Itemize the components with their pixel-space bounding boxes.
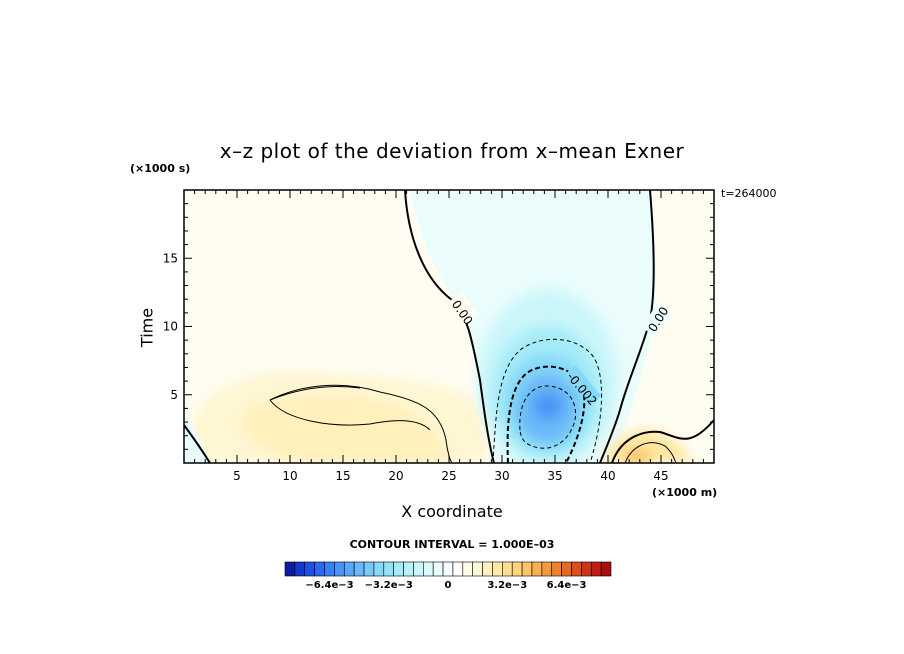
colorbar-swatch: [442, 561, 454, 577]
colorbar-swatch: [294, 561, 306, 577]
colorbar-swatch: [462, 561, 473, 577]
x-tick-label: 10: [282, 469, 297, 483]
colorbar-tick-label: −6.4e−3: [305, 580, 353, 591]
colorbar-swatch: [492, 561, 503, 577]
colorbar-swatch: [472, 561, 483, 577]
colorbar-swatch: [373, 561, 385, 577]
zero-contour-right: [599, 190, 655, 463]
x-tick-label: 20: [388, 469, 403, 483]
chart-title: x–z plot of the deviation from x–mean Ex…: [219, 139, 685, 163]
shaded-field: [184, 190, 714, 463]
colorbar-swatch: [531, 561, 543, 577]
y-axis-label: Time: [137, 307, 157, 348]
positive-contour-ring: [269, 386, 361, 401]
x-tick-label: 15: [335, 469, 350, 483]
timestamp-label: t=264000: [721, 187, 777, 200]
contour-lines: [184, 190, 714, 463]
colorbar-swatch: [343, 561, 355, 577]
colorbar-tick-label: −3.2e−3: [365, 580, 413, 591]
x-tick-label: 40: [600, 469, 615, 483]
y-tick-label: 10: [163, 320, 178, 334]
x-tick-label: 45: [653, 469, 668, 483]
colorbar-swatch: [353, 561, 365, 577]
colorbar-swatch: [334, 561, 345, 577]
colorbar-swatch: [423, 561, 434, 577]
positive-contour: [269, 384, 453, 463]
colorbar-swatch: [284, 561, 296, 577]
colorbar-swatch: [511, 561, 523, 577]
contour-label-group: [449, 291, 671, 405]
colorbar-swatch: [403, 561, 414, 577]
colorbar-tick-label: 6.4e−3: [547, 580, 587, 591]
y-tick-label: 5: [170, 388, 178, 402]
x-tick-label: 35: [547, 469, 562, 483]
colorbar-swatch: [304, 561, 315, 577]
colorbar: −6.4e−3 −3.2e−3 0 3.2e−3 6.4e−3: [284, 561, 612, 591]
contour-interval-label: CONTOUR INTERVAL = 1.000E–03: [349, 538, 555, 551]
colorbar-tick-label: 3.2e−3: [487, 580, 527, 591]
colorbar-swatch: [590, 561, 602, 577]
colorbar-swatch: [482, 561, 493, 577]
negative-contour-3: [519, 385, 577, 449]
x-axis-label: X coordinate: [401, 502, 503, 521]
axis-ticks: 5 10 15 20 25 30 35 40 45 5 10 15: [163, 190, 714, 483]
colorbar-swatch: [561, 561, 572, 577]
zero-contour-left: [404, 190, 495, 463]
x-tick-label: 25: [441, 469, 456, 483]
colorbar-swatch: [600, 561, 612, 577]
positive-contour-right: [624, 442, 677, 463]
colorbar-swatch: [383, 561, 394, 577]
y-axis-unit: (×1000 s): [130, 162, 191, 175]
colorbar-swatch: [314, 561, 325, 577]
colorbar-swatch: [452, 561, 464, 577]
x-axis-unit: (×1000 m): [652, 486, 718, 499]
colorbar-swatch: [571, 561, 582, 577]
colorbar-tick-label: 0: [445, 580, 452, 591]
x-tick-label: 5: [233, 469, 241, 483]
colorbar-swatch: [502, 561, 513, 577]
colorbar-swatch: [363, 561, 375, 577]
colorbar-swatch: [581, 561, 592, 577]
colorbar-swatch: [413, 561, 424, 577]
colorbar-swatch: [521, 561, 533, 577]
zero-contour-bottom-left: [184, 424, 211, 463]
colorbar-swatch: [393, 561, 404, 577]
colorbar-swatch: [324, 561, 335, 577]
colorbar-swatch: [541, 561, 553, 577]
colorbar-swatch: [432, 561, 444, 577]
x-tick-label: 30: [494, 469, 509, 483]
colorbar-swatch: [551, 561, 562, 577]
negative-contour-2: [506, 365, 586, 463]
negative-contour-1: [492, 338, 603, 463]
y-tick-label: 15: [163, 251, 178, 265]
zero-contour-bottom-right: [611, 419, 714, 463]
